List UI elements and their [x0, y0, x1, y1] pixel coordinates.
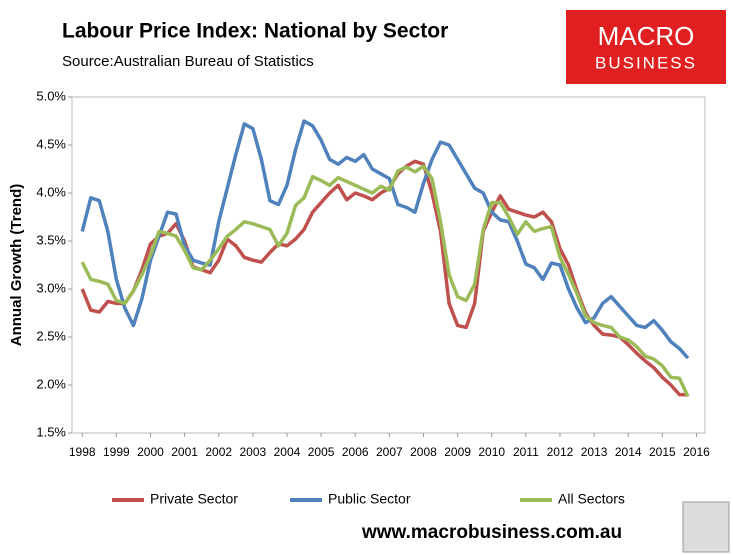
x-tick-label: 2013	[581, 445, 608, 459]
x-tick-label: 2007	[376, 445, 403, 459]
series-line	[80, 119, 690, 360]
y-tick-label: 2.5%	[36, 328, 66, 343]
y-tick-label: 4.0%	[36, 184, 66, 199]
y-tick-label: 5.0%	[36, 88, 66, 103]
y-tick-label: 2.0%	[36, 376, 66, 391]
y-tick-label: 3.5%	[36, 232, 66, 247]
x-tick-label: 2010	[478, 445, 505, 459]
x-tick-label: 2009	[444, 445, 471, 459]
legend-label: Public Sector	[328, 491, 411, 507]
y-axis-label: Annual Growth (Trend)	[8, 184, 25, 347]
y-tick-label: 1.5%	[36, 424, 66, 439]
x-tick-label: 2004	[274, 445, 301, 459]
chart-subtitle: Source:Australian Bureau of Statistics	[62, 53, 314, 70]
x-tick-label: 2003	[240, 445, 267, 459]
wolf-icon	[682, 501, 730, 553]
x-tick-label: 1999	[103, 445, 130, 459]
x-tick-label: 2005	[308, 445, 335, 459]
x-tick-label: 2001	[171, 445, 198, 459]
series-line	[80, 159, 688, 397]
logo-text: BUSINESS	[595, 53, 697, 72]
y-tick-label: 3.0%	[36, 280, 66, 295]
legend-label: Private Sector	[150, 491, 238, 507]
legend-label: All Sectors	[558, 491, 625, 507]
x-tick-label: 1998	[69, 445, 96, 459]
x-tick-label: 2002	[205, 445, 232, 459]
chart-title: Labour Price Index: National by Sector	[62, 20, 448, 43]
x-tick-label: 2014	[615, 445, 642, 459]
plot-frame	[71, 96, 706, 434]
x-tick-label: 2011	[513, 445, 539, 459]
x-tick-label: 2006	[342, 445, 369, 459]
logo-box	[566, 10, 726, 84]
x-tick-label: 2015	[649, 445, 676, 459]
x-tick-label: 2012	[547, 445, 574, 459]
y-tick-label: 4.5%	[36, 136, 66, 151]
x-tick-label: 2000	[137, 445, 164, 459]
footer: www.macrobusiness.com.au	[361, 522, 622, 543]
x-tick-label: 2008	[410, 445, 437, 459]
series-line	[80, 164, 690, 398]
x-tick-label: 2016	[683, 445, 710, 459]
logo-text: MACRO	[598, 21, 695, 51]
